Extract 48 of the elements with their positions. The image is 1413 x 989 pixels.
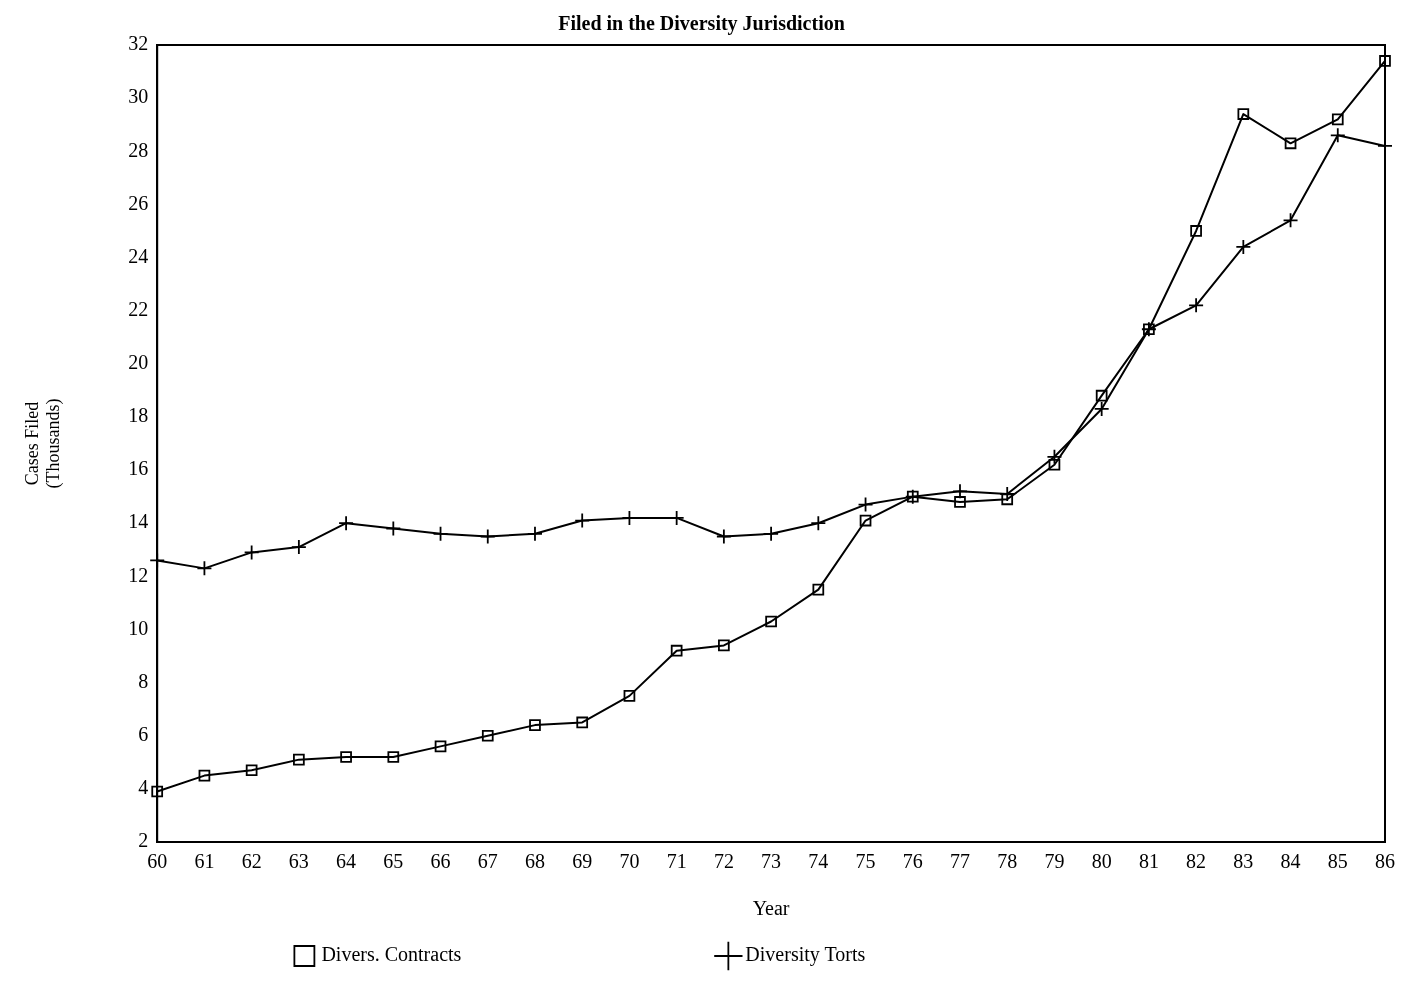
x-tick-label: 85 (1327, 850, 1348, 873)
y-tick-label: 24 (128, 244, 149, 267)
y-axis-title: Cases Filed (Thousands) (21, 398, 65, 489)
y-tick-label: 28 (128, 138, 149, 161)
y-tick-label: 14 (128, 510, 149, 533)
x-tick-label: 70 (619, 850, 640, 873)
legend-label: Divers. Contracts (321, 943, 702, 966)
x-tick-label: 76 (902, 850, 923, 873)
y-tick-label: 2 (138, 829, 149, 852)
x-tick-label: 75 (855, 850, 876, 873)
x-tick-label: 61 (194, 850, 215, 873)
x-tick-label: 79 (1044, 850, 1065, 873)
y-tick-label: 32 (128, 32, 149, 55)
x-tick-label: 72 (713, 850, 734, 873)
y-tick-label: 10 (128, 616, 149, 639)
x-tick-label: 82 (1186, 850, 1207, 873)
x-tick-label: 77 (949, 850, 970, 873)
x-tick-label: 62 (241, 850, 262, 873)
y-tick-label: 30 (128, 85, 149, 108)
x-tick-label: 65 (383, 850, 404, 873)
y-tick-label: 4 (138, 776, 149, 799)
y-tick-label: 22 (128, 297, 149, 320)
y-tick-label: 20 (128, 351, 149, 374)
y-tick-label: 6 (138, 722, 149, 745)
x-tick-label: 86 (1375, 850, 1395, 873)
x-tick-label: 84 (1280, 850, 1301, 873)
x-tick-label: 63 (288, 850, 309, 873)
x-tick-label: 66 (430, 850, 451, 873)
x-tick-label: 67 (477, 850, 498, 873)
x-tick-label: 81 (1138, 850, 1159, 873)
x-tick-label: 64 (336, 850, 357, 873)
y-tick-label: 8 (138, 669, 149, 692)
x-tick-label: 80 (1091, 850, 1112, 873)
x-tick-label: 78 (997, 850, 1018, 873)
y-tick-label: 26 (128, 191, 149, 214)
x-tick-label: 83 (1233, 850, 1254, 873)
x-tick-label: 69 (572, 850, 593, 873)
legend-label: Diversity Torts (745, 943, 1106, 967)
x-tick-label: 71 (666, 850, 687, 873)
x-tick-label: 68 (524, 850, 545, 873)
x-axis-title: Year (752, 897, 790, 920)
x-tick-label: 74 (808, 850, 829, 873)
x-tick-label: 60 (147, 850, 168, 873)
y-tick-label: 12 (128, 563, 149, 586)
x-tick-label: 73 (761, 850, 782, 873)
y-tick-label: 18 (128, 404, 149, 427)
chart-title: Filed in the Diversity Jurisdiction (558, 12, 845, 36)
y-tick-label: 16 (128, 457, 149, 480)
